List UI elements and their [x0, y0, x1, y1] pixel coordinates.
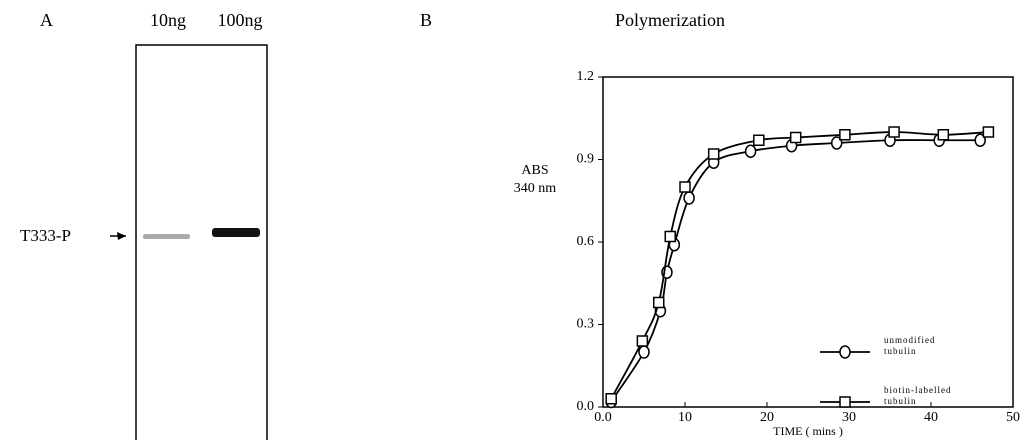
- y-tick-label: 0.0: [577, 399, 595, 414]
- lane-label: 100ng: [218, 10, 263, 30]
- x-tick-label: 30: [842, 410, 856, 425]
- marker-square: [983, 127, 993, 137]
- y-axis-label: ABS 340 nm: [505, 162, 565, 197]
- marker-square: [637, 336, 647, 346]
- gel-frame: [136, 45, 267, 440]
- panel-label: B: [420, 10, 432, 30]
- page: A 10ng 100ng T333-P B Polymerization TIM…: [0, 0, 1028, 440]
- x-tick-label: 40: [924, 410, 938, 425]
- lane-label: 10ng: [150, 10, 186, 30]
- marker-square: [654, 298, 664, 308]
- marker-square: [754, 135, 764, 145]
- y-tick-label: 0.3: [577, 317, 595, 332]
- x-axis-label: TIME ( mins ): [773, 424, 843, 438]
- y-tick-label: 1.2: [577, 69, 595, 84]
- marker-circle: [639, 346, 649, 358]
- band-label: T333-P: [20, 226, 71, 245]
- marker-square: [840, 130, 850, 140]
- marker-square: [938, 130, 948, 140]
- x-tick-label: 0.0: [594, 410, 612, 425]
- marker-square: [709, 149, 719, 159]
- marker-square: [791, 133, 801, 143]
- arrow-head: [117, 232, 126, 240]
- panel-label: A: [40, 10, 53, 30]
- marker-square: [680, 182, 690, 192]
- y-tick-label: 0.9: [577, 152, 595, 167]
- figure: A 10ng 100ng T333-P B Polymerization TIM…: [0, 0, 1028, 440]
- marker-square: [889, 127, 899, 137]
- gel-band: [212, 228, 260, 237]
- marker-circle: [746, 145, 756, 157]
- marker-square: [606, 394, 616, 404]
- legend-label: biotin-labelled tubulin: [884, 385, 951, 408]
- legend-marker: [840, 346, 850, 358]
- chart-title: Polymerization: [615, 10, 725, 30]
- gel-band: [143, 234, 190, 239]
- x-tick-label: 20: [760, 410, 774, 425]
- x-tick-label: 10: [678, 410, 692, 425]
- marker-square: [665, 232, 675, 242]
- legend-label: unmodified tubulin: [884, 335, 936, 358]
- x-tick-label: 50: [1006, 410, 1020, 425]
- marker-circle: [684, 192, 694, 204]
- legend-marker: [840, 397, 850, 407]
- y-tick-label: 0.6: [577, 234, 595, 249]
